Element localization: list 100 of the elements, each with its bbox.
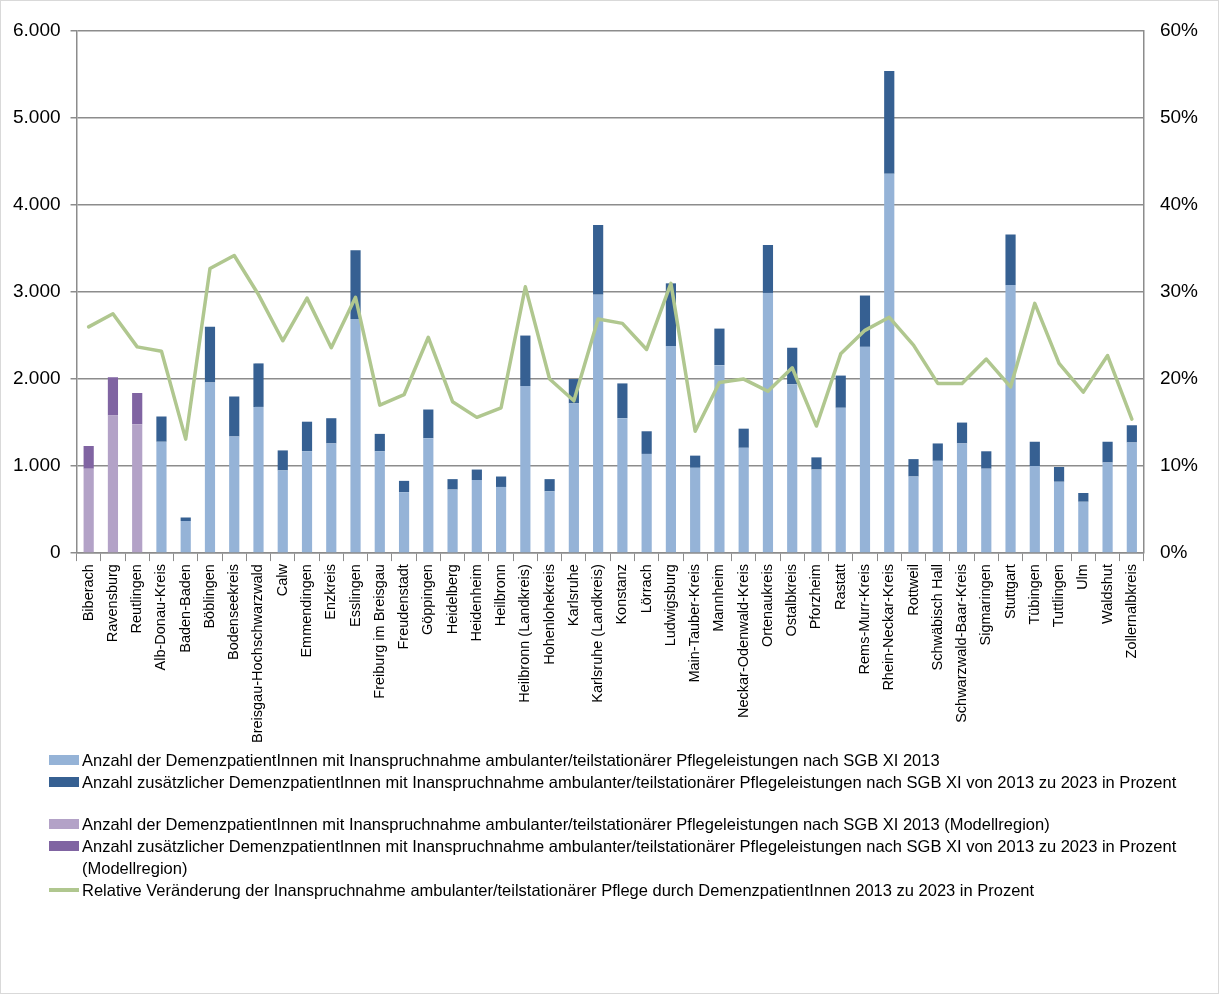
bar — [107, 415, 119, 553]
bar — [617, 383, 628, 419]
x-tick-label: Ostalbkreis — [783, 564, 800, 637]
bar — [714, 328, 725, 366]
y-tick-label: 4.000 — [13, 193, 61, 215]
bar — [908, 476, 919, 553]
bar — [374, 433, 385, 452]
bar — [690, 467, 701, 553]
x-tick-label: Göppingen — [419, 564, 436, 636]
bar — [1029, 466, 1040, 553]
bar — [229, 396, 240, 437]
bar — [568, 403, 579, 553]
x-tick-label: Böblingen — [200, 564, 217, 629]
x-tick-label: Waldshut — [1098, 564, 1115, 624]
bar — [641, 453, 652, 553]
x-tick-label: Rottweil — [904, 564, 921, 616]
bar — [1078, 493, 1089, 502]
bar — [253, 406, 264, 553]
y2-tick-label: 30% — [1159, 280, 1199, 302]
x-tick-label: Esslingen — [346, 564, 363, 627]
bar — [1053, 481, 1065, 553]
bar — [932, 443, 943, 461]
x-tick-label: Reutlingen — [128, 564, 145, 634]
x-tick-label: Ortenaukreis — [758, 564, 775, 648]
bar — [204, 326, 216, 383]
x-tick-label: Freudenstadt — [395, 564, 412, 650]
y-tick-label: 6.000 — [13, 19, 61, 41]
x-tick-label: Freiburg im Breisgau — [370, 564, 387, 699]
x-tick-label: Karlsruhe (Landkreis) — [589, 564, 606, 703]
bar — [83, 446, 94, 469]
bar — [132, 392, 143, 425]
bar — [277, 470, 288, 553]
x-tick-label: Pforzheim — [807, 564, 824, 630]
bar — [1005, 285, 1016, 553]
legend-label: Anzahl zusätzlicher DemenzpatientInnen mit Inanspruchnahme ambulanter/teilstationärer Pflegeleistungen nach SGB XI von 2013 zu 2023 in Prozent — [82, 772, 1178, 793]
bar — [835, 407, 846, 553]
x-tick-label: Hohenlohekreis — [540, 564, 557, 665]
bar — [1126, 425, 1137, 443]
x-tick-label: Neckar-Odenwald-Kreis — [734, 564, 751, 719]
bar — [398, 480, 410, 493]
y2-tick-label: 50% — [1159, 106, 1199, 128]
y-tick-label: 1.000 — [13, 454, 61, 476]
bar — [762, 245, 774, 293]
bar — [859, 346, 871, 553]
bar — [908, 459, 919, 477]
x-tick-label: Emmendingen — [298, 564, 315, 658]
bar — [593, 225, 604, 295]
bar — [981, 451, 992, 469]
bar — [471, 480, 482, 553]
bar — [811, 457, 822, 470]
bar — [447, 489, 458, 553]
x-tick-label: Lörrach — [637, 564, 654, 614]
bar — [350, 319, 361, 553]
y-tick-label: 2.000 — [13, 367, 61, 389]
x-tick-label: Rhein-Neckar-Kreis — [880, 564, 897, 691]
bar — [326, 443, 337, 553]
bar — [884, 173, 895, 553]
x-tick-label: Calw — [273, 563, 290, 597]
x-tick-label: Alb-Donau-Kreis — [152, 564, 169, 671]
x-tick-label: Breisgau-Hochschwarzwald — [249, 564, 266, 744]
x-tick-label: Konstanz — [613, 564, 630, 625]
x-tick-label: Heilbronn — [492, 564, 509, 627]
bar — [593, 294, 604, 553]
x-tick-label: Karlsruhe — [564, 564, 581, 627]
bar — [665, 346, 676, 553]
x-tick-label: Bodenseekreis — [225, 564, 242, 661]
bar — [326, 418, 337, 444]
x-tick-label: Rems-Murr-Kreis — [855, 564, 872, 675]
x-tick-label: Heidenheim — [467, 564, 484, 642]
bar — [981, 468, 992, 553]
bar — [253, 363, 264, 407]
x-tick-label: Baden-Baden — [176, 564, 193, 653]
x-tick-label: Heidelberg — [443, 564, 460, 635]
bar — [496, 476, 507, 487]
bar — [107, 377, 119, 416]
x-tick-label: Stuttgart — [1001, 564, 1018, 619]
bar — [1005, 234, 1016, 286]
x-tick-label: Mannheim — [710, 564, 727, 632]
x-tick-label: Zollernalbkreis — [1122, 564, 1139, 659]
bar — [1053, 466, 1065, 482]
bar — [1126, 442, 1137, 553]
bar — [738, 428, 749, 448]
y2-tick-label: 10% — [1159, 454, 1199, 476]
x-tick-label: Rastatt — [831, 564, 848, 611]
bar — [423, 438, 434, 553]
x-tick-label: Enzkreis — [322, 564, 339, 620]
bar — [423, 409, 434, 439]
bar — [132, 424, 143, 553]
y2-tick-label: 20% — [1159, 367, 1199, 389]
bar — [398, 492, 410, 553]
bar — [617, 418, 628, 553]
bar — [180, 517, 191, 521]
x-tick-label: Ludwigsburg — [661, 564, 678, 647]
bar — [956, 443, 968, 553]
bar — [1029, 441, 1040, 467]
bar — [301, 421, 313, 452]
x-tick-label: Schwarzwald-Baar-Kreis — [953, 564, 970, 723]
x-tick-label: Ravensburg — [103, 564, 120, 643]
bar — [180, 520, 191, 553]
x-tick-label: Biberach — [79, 564, 96, 622]
